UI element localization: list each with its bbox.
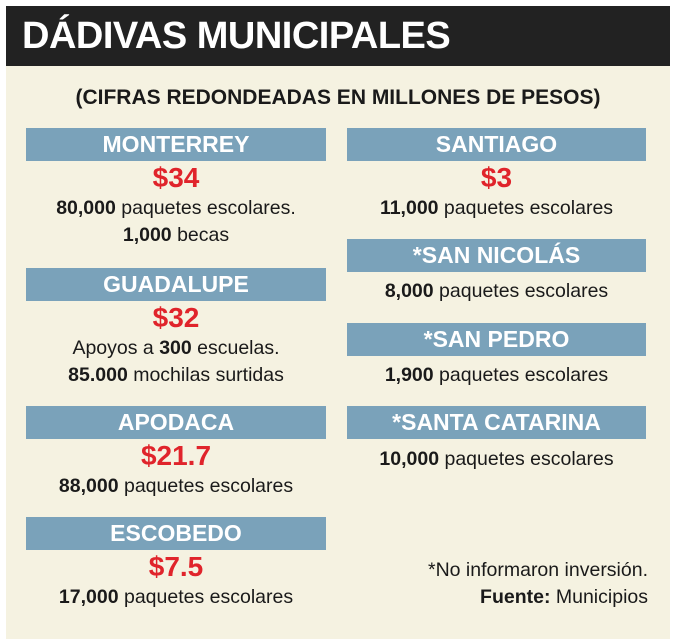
municipality-header-santiago: SANTIAGO <box>347 128 646 161</box>
detail-text: becas <box>171 224 230 246</box>
detail-text: paquetes escolares. <box>115 197 296 219</box>
page-title: DÁDIVAS MUNICIPALES <box>22 15 451 57</box>
municipality-header-san-pedro: *SAN PEDRO <box>347 323 646 356</box>
detail-line-apodaca-1: 88,000 paquetes escolares <box>26 473 326 500</box>
detail-line-guadalupe-2: 85.000 mochilas surtidas <box>26 362 326 389</box>
detail-line-san-pedro-1: 1,900 paquetes escolares <box>347 362 646 389</box>
detail-line-monterrey-1: 80,000 paquetes escolares. <box>26 195 326 222</box>
detail-text: mochilas surtidas <box>127 364 284 386</box>
footnote: *No informaron inversión. <box>427 559 648 581</box>
detail-figure: 1,000 <box>122 224 172 246</box>
detail-line-san-nicolas-1: 8,000 paquetes escolares <box>347 278 646 305</box>
detail-line-monterrey-2: 1,000 becas <box>26 222 326 249</box>
subtitle: (CIFRAS REDONDEADAS EN MILLONES DE PESOS… <box>75 86 601 109</box>
detail-figure: 11,000 <box>379 197 439 219</box>
detail-figure: 17,000 <box>58 586 119 608</box>
detail-figure: 80,000 <box>56 197 116 219</box>
detail-line-escobedo-1: 17,000 paquetes escolares <box>26 584 326 611</box>
municipality-header-escobedo: ESCOBEDO <box>26 517 326 550</box>
amount-escobedo: $7.5 <box>148 551 204 582</box>
detail-text: paquetes escolares <box>433 364 609 386</box>
source-label: Fuente: <box>480 586 551 608</box>
detail-figure: 8,000 <box>384 280 434 302</box>
amount-santiago: $3 <box>480 162 513 193</box>
source-credit: Fuente: Municipios <box>480 584 648 611</box>
title-bar: DÁDIVAS MUNICIPALES <box>6 6 670 66</box>
detail-text: paquetes escolares <box>438 197 614 219</box>
detail-figure: 88,000 <box>58 475 119 497</box>
detail-figure: 300 <box>159 337 192 359</box>
municipality-header-guadalupe: GUADALUPE <box>26 268 326 301</box>
detail-text: paquetes escolares <box>439 448 614 470</box>
detail-text: paquetes escolares <box>433 280 609 302</box>
municipality-header-santa-catarina: *SANTA CATARINA <box>347 406 646 439</box>
infographic-panel: DÁDIVAS MUNICIPALES (CIFRAS REDONDEADAS … <box>6 6 670 639</box>
detail-text: escuelas. <box>191 337 280 359</box>
detail-line-guadalupe-1: Apoyos a 300 escuelas. <box>26 335 326 362</box>
amount-guadalupe: $32 <box>152 302 200 333</box>
municipality-header-apodaca: APODACA <box>26 406 326 439</box>
detail-prefix: Apoyos a <box>72 337 160 359</box>
detail-line-santa-catarina-1: 10,000 paquetes escolares <box>347 446 646 473</box>
detail-figure: 10,000 <box>379 448 440 470</box>
detail-figure: 85.000 <box>68 364 128 386</box>
amount-monterrey: $34 <box>152 162 200 193</box>
source-value: Municipios <box>550 586 648 608</box>
detail-text: paquetes escolares <box>118 475 294 497</box>
municipality-header-san-nicolas: *SAN NICOLÁS <box>347 239 646 272</box>
municipality-header-monterrey: MONTERREY <box>26 128 326 161</box>
detail-figure: 1,900 <box>384 364 434 386</box>
detail-text: paquetes escolares <box>118 586 294 608</box>
detail-line-santiago-1: 11,000 paquetes escolares <box>347 195 646 222</box>
amount-apodaca: $21.7 <box>140 440 212 471</box>
